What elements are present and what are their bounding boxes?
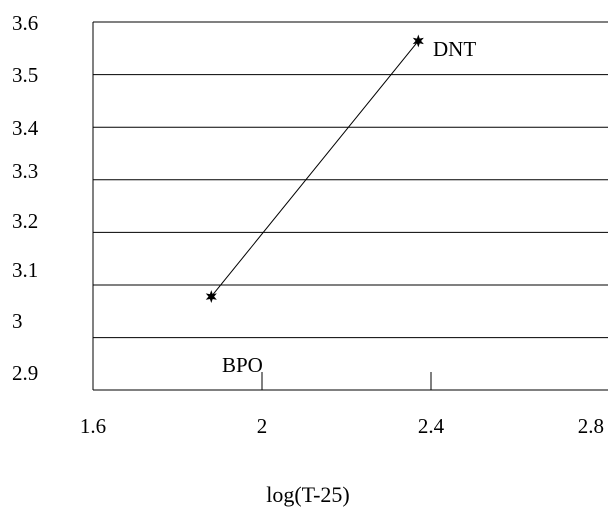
x-tick-label: 2.4 bbox=[418, 414, 445, 438]
axes bbox=[92, 21, 608, 391]
x-tick-labels: 1.6 2 2.4 2.8 bbox=[80, 414, 604, 438]
x-tick-label: 2 bbox=[257, 414, 268, 438]
y-tick-label: 2.9 bbox=[12, 361, 38, 385]
x-tick-label: 2.8 bbox=[578, 414, 604, 438]
data-series bbox=[205, 34, 424, 303]
y-tick-label: 3.2 bbox=[12, 209, 38, 233]
point-labels: BPO DNT bbox=[222, 37, 476, 377]
data-point bbox=[205, 290, 217, 303]
y-tick-label: 3.4 bbox=[12, 116, 39, 140]
y-tick-label: 3 bbox=[12, 309, 23, 333]
x-tick-label: 1.6 bbox=[80, 414, 106, 438]
series-line bbox=[210, 40, 419, 297]
y-tick-label: 3.6 bbox=[12, 11, 38, 35]
x-axis-title: log(T-25) bbox=[266, 482, 350, 507]
y-tick-label: 3.3 bbox=[12, 159, 38, 183]
y-tick-label: 3.1 bbox=[12, 258, 38, 282]
grid-lines bbox=[93, 74, 608, 339]
data-point-label: DNT bbox=[433, 37, 476, 61]
data-point-label: BPO bbox=[222, 353, 263, 377]
data-point bbox=[412, 34, 424, 48]
y-tick-label: 3.5 bbox=[12, 63, 38, 87]
y-tick-labels: 3.6 3.5 3.4 3.3 3.2 3.1 3 2.9 bbox=[12, 11, 39, 385]
